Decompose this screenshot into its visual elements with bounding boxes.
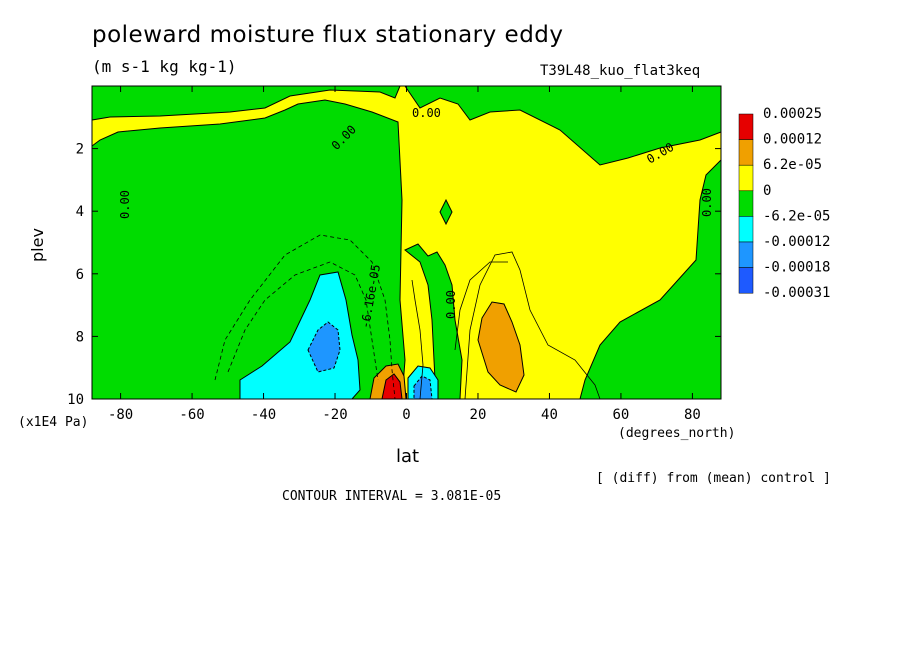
contour-label-1: 0.00	[118, 190, 132, 219]
x-tick-label: 20	[470, 407, 487, 423]
x-tick-label: -20	[322, 407, 347, 423]
y-tick-label: 4	[76, 204, 84, 220]
negative-region-strip	[91, 85, 401, 121]
colorbar-label: -6.2e-05	[763, 208, 830, 224]
colorbar-label: 0	[763, 183, 771, 199]
dashed-contours	[214, 234, 396, 400]
x-tick-label: 0	[402, 407, 410, 423]
y-axis-label: plev	[28, 228, 47, 262]
x-axis-label: lat	[396, 446, 420, 467]
y-axis-unit: (x1E4 Pa)	[18, 415, 89, 430]
x-tick-label: 60	[613, 407, 630, 423]
y-axis: 2 4 6 8 10	[67, 142, 721, 408]
colorbar-swatch	[738, 139, 754, 166]
colorbar-label: -0.00012	[763, 234, 830, 250]
run-name: T39L48_kuo_flat3keq	[540, 63, 701, 79]
colorbar: 0.00025 0.00012 6.2e-05 0 -6.2e-05 -0.00012 -0…	[738, 106, 830, 301]
negative-region-south	[91, 99, 406, 400]
negative-region-blob	[439, 198, 453, 226]
blue-core-equator	[413, 375, 433, 400]
y-tick-label: 6	[76, 267, 84, 283]
negative-region-top	[404, 85, 722, 166]
colorbar-swatch	[738, 164, 754, 192]
contour-label-6: 0.00	[444, 290, 458, 319]
contour-label-3: 0.00	[412, 106, 441, 120]
colorbar-swatch	[738, 216, 754, 243]
colorbar-swatch	[738, 190, 754, 217]
colorbar-label: 6.2e-05	[763, 157, 822, 173]
x-tick-label: 80	[684, 407, 701, 423]
x-tick-label: -40	[251, 407, 276, 423]
colorbar-label: 0.00012	[763, 132, 822, 148]
contour-interval: CONTOUR INTERVAL = 3.081E-05	[282, 489, 502, 504]
colorbar-swatch	[738, 241, 754, 268]
difference-note: [ (diff) from (mean) control ]	[596, 471, 831, 486]
contour-label-5: 0.00	[700, 188, 714, 217]
colorbar-swatch	[738, 267, 754, 294]
x-axis: -80 -60 -40 -20 0 20 40 60 80	[108, 86, 701, 423]
y-tick-label: 8	[76, 329, 84, 345]
y-tick-label: 2	[76, 142, 84, 158]
solid-contours	[411, 251, 601, 400]
orange-region-north	[477, 301, 525, 393]
colorbar-label: -0.00018	[763, 260, 830, 276]
colorbar-label: -0.00031	[763, 285, 830, 301]
colorbar-label: 0.00025	[763, 106, 822, 122]
x-axis-unit: (degrees_north)	[618, 426, 736, 441]
negative-region-equator	[404, 243, 463, 400]
blue-core-south	[307, 321, 341, 373]
y-tick-label: 10	[67, 392, 84, 408]
chart-units: (m s-1 kg kg-1)	[92, 57, 237, 76]
x-tick-label: 40	[541, 407, 558, 423]
x-tick-label: -80	[108, 407, 133, 423]
colorbar-swatch	[738, 113, 754, 140]
chart-title: poleward moisture flux stationary eddy	[92, 22, 564, 48]
x-tick-label: -60	[179, 407, 204, 423]
